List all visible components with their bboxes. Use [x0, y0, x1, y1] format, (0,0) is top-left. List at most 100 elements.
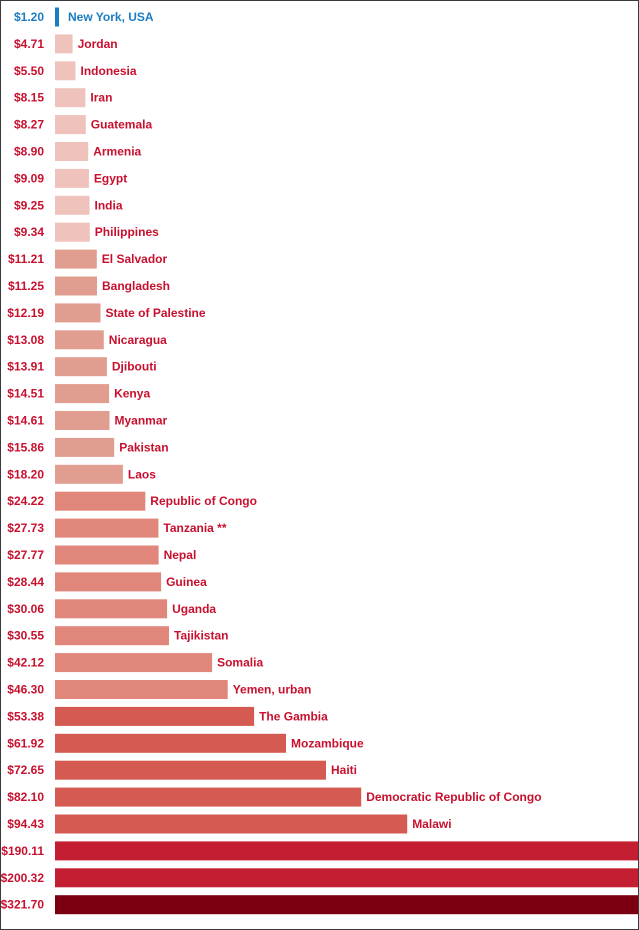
value-label: $94.43	[7, 817, 44, 831]
bar	[55, 249, 97, 269]
value-label: $8.15	[14, 91, 44, 105]
country-label: Indonesia	[81, 64, 137, 78]
country-label: Nepal	[164, 548, 197, 562]
bar	[55, 303, 101, 323]
bar	[55, 222, 90, 242]
country-label: New York, USA	[68, 10, 154, 24]
country-label: Tanzania **	[163, 521, 226, 535]
value-label: $42.12	[7, 656, 44, 670]
bar	[55, 733, 286, 753]
country-label: Kenya	[114, 387, 150, 401]
value-label: $28.44	[7, 575, 44, 589]
country-label: Iran	[90, 91, 112, 105]
country-label: The Gambia	[259, 709, 328, 723]
bar	[55, 653, 213, 673]
value-label: $11.25	[8, 279, 44, 293]
country-label: Nicaragua	[109, 333, 167, 347]
value-label: $27.73	[7, 521, 44, 535]
bar	[55, 599, 168, 619]
value-label: $9.25	[14, 198, 44, 212]
bar	[55, 88, 86, 108]
bar	[55, 34, 73, 54]
bar	[55, 680, 228, 699]
country-label: India	[95, 198, 123, 212]
value-label: $1.20	[14, 10, 44, 24]
bar	[55, 895, 638, 915]
country-label: Laos	[128, 467, 156, 481]
country-label: Armenia	[93, 145, 141, 159]
country-label: Republic of Congo	[150, 494, 257, 508]
value-label: $8.27	[14, 118, 44, 132]
value-label: $8.90	[14, 145, 44, 159]
country-label: El Salvador	[102, 252, 168, 266]
bar	[55, 168, 89, 188]
bar	[55, 142, 89, 161]
value-label: $18.20	[7, 467, 44, 481]
country-label: Bangladesh	[102, 279, 170, 293]
bar	[55, 115, 86, 135]
country-label: Guinea	[166, 575, 207, 589]
value-label: $12.19	[7, 306, 44, 320]
value-label: $9.09	[14, 171, 44, 185]
bar	[55, 464, 123, 484]
value-label: $190.11	[1, 844, 44, 858]
country-label: Jordan	[78, 37, 118, 51]
bar	[55, 626, 169, 646]
country-label: Uganda	[172, 602, 216, 616]
value-label: $5.50	[14, 64, 44, 78]
bar	[55, 814, 408, 834]
bar	[55, 7, 59, 27]
bar	[55, 357, 107, 377]
bar	[55, 437, 115, 457]
value-label: $24.22	[7, 494, 44, 508]
value-label: $321.70	[1, 898, 44, 912]
value-label: $82.10	[7, 790, 44, 804]
bar	[55, 706, 255, 726]
value-label: $4.71	[14, 37, 44, 51]
value-label: $14.51	[7, 387, 44, 401]
country-label: Pakistan	[119, 440, 168, 454]
bar	[55, 411, 110, 430]
value-label: $72.65	[7, 763, 44, 777]
bar	[55, 195, 90, 215]
value-label: $11.21	[8, 252, 44, 266]
country-label: Philippines	[95, 225, 159, 239]
value-label: $30.55	[7, 629, 44, 643]
bar	[55, 760, 326, 780]
country-label: Democratic Republic of Congo	[366, 790, 541, 804]
value-label: $46.30	[7, 683, 44, 697]
bar	[55, 841, 638, 861]
country-label: Malawi	[412, 817, 451, 831]
bar	[55, 572, 162, 592]
bar	[55, 330, 104, 350]
bar	[55, 276, 97, 296]
country-label: State of Palestine	[106, 306, 206, 320]
country-label: Haiti	[331, 763, 357, 777]
country-label: Guatemala	[91, 118, 153, 132]
value-label: $61.92	[7, 736, 44, 750]
value-label: $53.38	[7, 709, 44, 723]
bar	[55, 384, 110, 404]
bar	[55, 61, 76, 81]
country-label: Mozambique	[291, 736, 364, 750]
value-label: $30.06	[7, 602, 44, 616]
bar	[55, 518, 159, 538]
value-label: $200.32	[1, 871, 44, 885]
bar	[55, 868, 638, 888]
country-label: Somalia	[217, 656, 263, 670]
country-label: Egypt	[94, 171, 127, 185]
value-label: $9.34	[14, 225, 44, 239]
value-label: $27.77	[7, 548, 44, 562]
bar	[55, 787, 362, 807]
value-label: $13.08	[7, 333, 44, 347]
country-label: Tajikistan	[174, 629, 228, 643]
bar	[55, 491, 146, 511]
value-label: $13.91	[7, 360, 44, 374]
country-label: Djibouti	[112, 360, 157, 374]
bar	[55, 545, 159, 565]
country-label: Yemen, urban	[233, 683, 312, 697]
country-label: Myanmar	[115, 414, 168, 428]
value-label: $15.86	[7, 440, 44, 454]
